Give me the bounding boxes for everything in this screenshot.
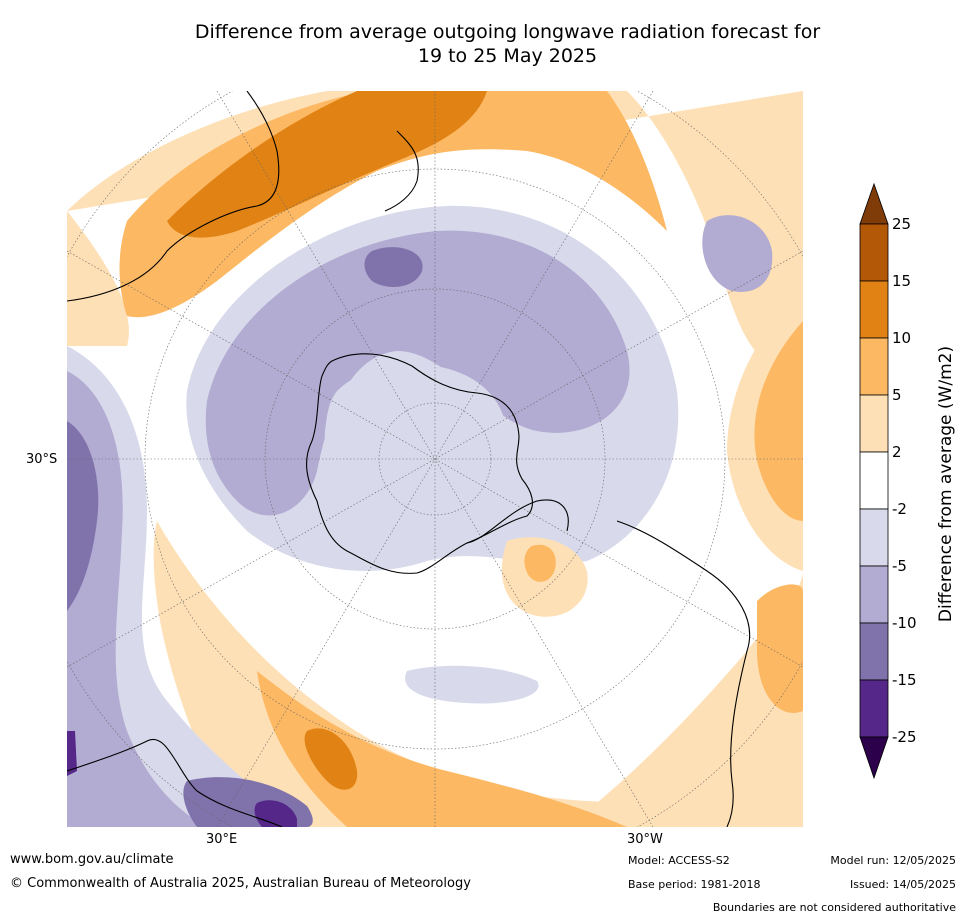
anomaly-region-neg-light-w [67,346,297,827]
colorbar-tick: 10 [892,329,912,347]
anomaly-region-neg-core [364,247,423,287]
antarctic-peninsula-coastline [466,499,569,544]
colorbar-band-5-10 [859,337,889,396]
anomaly-region-pos-light-se [567,571,803,827]
issued-text: Issued: 14/05/2025 [849,878,956,891]
colorbar-tick: -5 [892,557,907,575]
anomaly-region-neg-darkest-w [67,731,77,776]
colorbar-extend-upper [859,182,889,225]
title-line-2: 19 to 25 May 2025 [417,45,598,67]
colorbar-band-m15-m25 [859,679,889,738]
colorbar-tick: -25 [892,728,917,746]
copyright-text: © Commonwealth of Australia 2025, Austra… [10,876,471,891]
anomaly-region-pos-dark-nw [167,91,487,238]
disclaimer-text: Boundaries are not considered authoritat… [712,901,956,914]
coastlines [67,91,751,827]
new-zealand-coastline [384,130,419,212]
colorbar-band-m2-m5 [859,508,889,567]
colorbar-band-m5-m10 [859,565,889,624]
colorbar-tick: -15 [892,671,917,689]
model-run-text: Model run: 12/05/2025 [830,854,956,867]
anomaly-region-pos-mid-se [757,584,803,713]
colorbar-extend-lower [859,736,889,780]
africa-coastline [67,738,283,827]
colorbar-band-10-15 [859,280,889,339]
anomaly-region-pos-dark-s [304,728,358,790]
model-text: Model: ACCESS-S2 [628,854,730,867]
website-link[interactable]: www.bom.gov.au/climate [10,852,174,867]
longitude-label-30w: 30°W [627,832,663,847]
colorbar-band-15-25 [859,223,889,282]
title-line-1: Difference from average outgoing longwav… [194,21,821,43]
base-period-text: Base period: 1981-2018 [628,878,761,891]
colorbar-title: Difference from average (W/m2) [936,345,956,623]
colorbar-tick: 5 [892,386,902,404]
longitude-label-30e: 30°E [206,832,238,847]
anomaly-region-neg-e [702,215,773,292]
anomaly-region-pos-peninsula-mid [524,544,556,582]
latitude-label-30s: 30°S [26,452,58,467]
colorbar-tick: 15 [892,272,912,290]
map-title: Difference from average outgoing longwav… [60,20,955,68]
australia-coastline [67,91,280,302]
anomaly-region-neg-antarctic [324,364,507,505]
anomaly-region-neg-s-band [405,665,539,704]
anomaly-region-neg-mid-w [67,371,207,827]
colorbar [859,182,889,780]
olr-anomaly-map [67,91,803,827]
graticule [67,91,803,827]
colorbar-tick: -2 [892,500,907,518]
colorbar-tick: 2 [892,443,902,461]
anomaly-region-pos-mid-e [754,321,803,521]
colorbar-tick: -10 [892,614,917,632]
anomaly-region-neg-dark-w [67,421,99,611]
colorbar-band-neutral [859,451,889,510]
colorbar-tick: 25 [892,215,912,233]
colorbar-band-m10-m15 [859,622,889,681]
colorbar-band-2-5 [859,394,889,453]
south-america-coastline [616,520,751,827]
anomaly-region-neg-inner [205,230,630,516]
